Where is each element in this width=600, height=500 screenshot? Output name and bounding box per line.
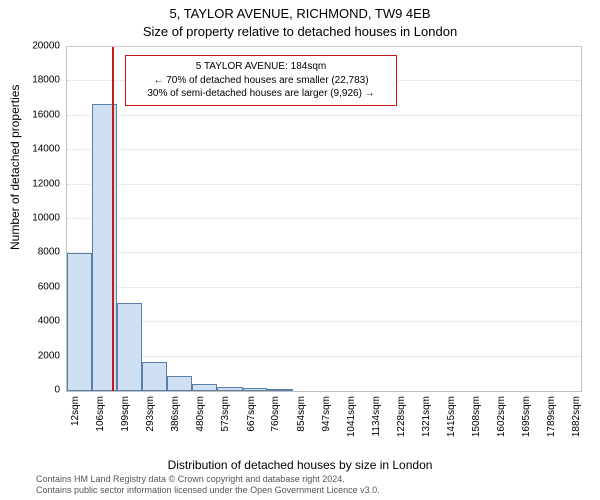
histogram-bar xyxy=(192,384,217,391)
annotation-line: ← 70% of detached houses are smaller (22… xyxy=(132,74,390,88)
y-tick-label: 20000 xyxy=(26,41,60,52)
histogram-bar xyxy=(67,253,92,391)
gridline xyxy=(67,149,581,150)
y-tick-label: 2000 xyxy=(26,350,60,361)
y-tick-label: 6000 xyxy=(26,281,60,292)
histogram-bar xyxy=(142,362,167,391)
chart-title-line2: Size of property relative to detached ho… xyxy=(0,24,600,39)
histogram-bar xyxy=(243,388,268,391)
x-tick-label: 199sqm xyxy=(120,396,131,440)
x-tick-label: 573sqm xyxy=(220,396,231,440)
plot-area: 5 TAYLOR AVENUE: 184sqm← 70% of detached… xyxy=(66,46,582,392)
gridline xyxy=(67,321,581,322)
y-axis-label: Number of detached properties xyxy=(8,85,22,250)
annotation-line: 30% of semi-detached houses are larger (… xyxy=(132,87,390,101)
annotation-line: 5 TAYLOR AVENUE: 184sqm xyxy=(132,60,390,74)
gridline xyxy=(67,46,581,47)
histogram-bar xyxy=(117,303,142,391)
annotation-box: 5 TAYLOR AVENUE: 184sqm← 70% of detached… xyxy=(125,55,397,106)
gridline xyxy=(67,184,581,185)
x-tick-label: 1134sqm xyxy=(371,396,382,440)
x-tick-label: 1602sqm xyxy=(496,396,507,440)
x-tick-label: 480sqm xyxy=(195,396,206,440)
footer-attribution: Contains HM Land Registry data © Crown c… xyxy=(36,474,592,497)
y-tick-label: 0 xyxy=(26,385,60,396)
gridline xyxy=(67,218,581,219)
x-tick-label: 1695sqm xyxy=(521,396,532,440)
y-tick-label: 12000 xyxy=(26,178,60,189)
x-tick-label: 667sqm xyxy=(246,396,257,440)
x-tick-label: 1882sqm xyxy=(571,396,582,440)
y-tick-label: 16000 xyxy=(26,109,60,120)
histogram-bar xyxy=(267,389,292,391)
x-tick-label: 1415sqm xyxy=(446,396,457,440)
y-tick-label: 14000 xyxy=(26,144,60,155)
histogram-bar xyxy=(217,387,242,391)
x-tick-label: 1789sqm xyxy=(546,396,557,440)
property-marker-line xyxy=(112,47,114,391)
y-tick-label: 4000 xyxy=(26,316,60,327)
x-tick-label: 106sqm xyxy=(95,396,106,440)
y-tick-label: 10000 xyxy=(26,213,60,224)
x-tick-label: 293sqm xyxy=(145,396,156,440)
x-tick-label: 1321sqm xyxy=(421,396,432,440)
gridline xyxy=(67,115,581,116)
x-tick-label: 854sqm xyxy=(296,396,307,440)
y-tick-label: 8000 xyxy=(26,247,60,258)
gridline xyxy=(67,356,581,357)
footer-line1: Contains HM Land Registry data © Crown c… xyxy=(36,474,592,485)
x-tick-label: 1041sqm xyxy=(346,396,357,440)
x-tick-label: 1508sqm xyxy=(471,396,482,440)
gridline xyxy=(67,252,581,253)
y-tick-label: 18000 xyxy=(26,75,60,86)
x-axis-label: Distribution of detached houses by size … xyxy=(0,458,600,472)
x-tick-label: 386sqm xyxy=(170,396,181,440)
chart-title-line1: 5, TAYLOR AVENUE, RICHMOND, TW9 4EB xyxy=(0,6,600,21)
footer-line2: Contains public sector information licen… xyxy=(36,485,592,496)
gridline xyxy=(67,287,581,288)
x-tick-label: 947sqm xyxy=(321,396,332,440)
x-tick-label: 1228sqm xyxy=(396,396,407,440)
x-tick-label: 12sqm xyxy=(70,396,81,440)
histogram-bar xyxy=(167,376,192,391)
chart-container: 5, TAYLOR AVENUE, RICHMOND, TW9 4EB Size… xyxy=(0,0,600,500)
x-tick-label: 760sqm xyxy=(270,396,281,440)
